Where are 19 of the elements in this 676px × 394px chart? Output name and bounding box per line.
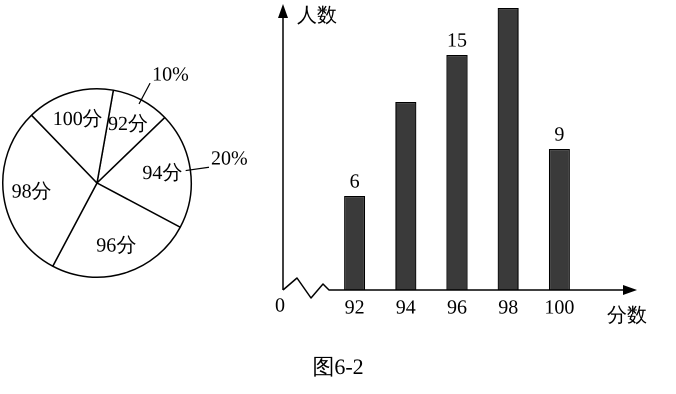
slice-label: 94分 xyxy=(142,162,182,184)
caption: 图6-2 xyxy=(311,353,365,381)
slice-label: 100分 xyxy=(52,108,103,130)
data-label: 6 xyxy=(350,170,360,192)
x-tick-label: 100 xyxy=(544,296,574,318)
x-tick-label: 96 xyxy=(447,296,467,318)
slice-label: 92分 xyxy=(108,113,148,135)
slice-label: 98分 xyxy=(12,180,52,202)
x-axis-title: 分数 xyxy=(607,304,647,326)
x-tick-label: 92 xyxy=(344,296,365,318)
data-label: 9 xyxy=(554,123,564,146)
data-label: 15 xyxy=(447,29,467,52)
data-label: 10% xyxy=(152,63,189,86)
slice-label: 96分 xyxy=(96,234,136,256)
text: 0 xyxy=(275,294,285,316)
y-axis-title: 人数 xyxy=(297,4,337,26)
data-label: 20% xyxy=(211,148,248,170)
x-tick-label: 98 xyxy=(498,296,518,318)
x-tick-label: 94 xyxy=(396,296,416,318)
